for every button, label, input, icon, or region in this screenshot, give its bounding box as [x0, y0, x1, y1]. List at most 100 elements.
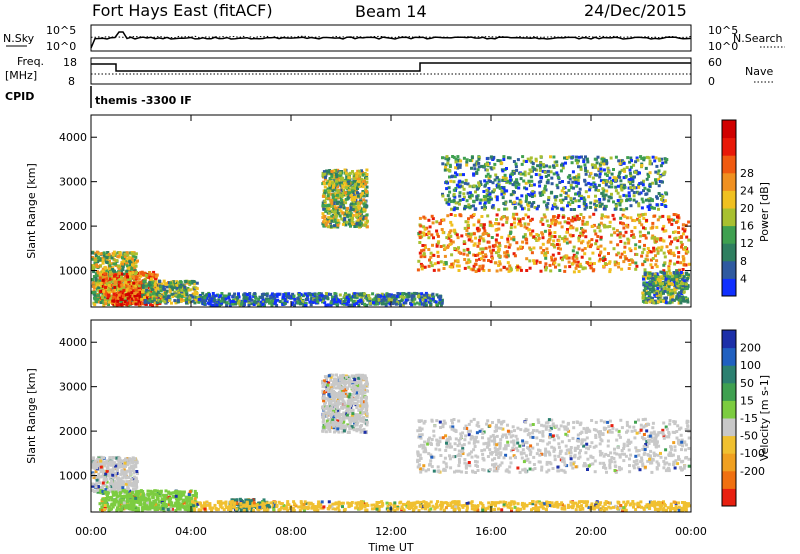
heatmap-cell	[347, 298, 351, 301]
heatmap-cell	[105, 256, 109, 260]
heatmap-cell	[687, 220, 691, 224]
heatmap-cell	[605, 174, 609, 177]
heatmap-cell	[578, 234, 581, 238]
heatmap-cell	[466, 191, 470, 195]
heatmap-cell	[522, 235, 526, 239]
heatmap-cell	[674, 236, 678, 240]
heatmap-cell	[101, 256, 105, 260]
heatmap-cell	[513, 217, 517, 221]
heatmap-cell	[489, 155, 493, 159]
heatmap-cell	[631, 184, 635, 188]
heatmap-cell	[168, 290, 172, 294]
heatmap-cell	[657, 207, 660, 211]
heatmap-cell	[685, 287, 689, 291]
heatmap-cell	[636, 158, 640, 162]
heatmap-cell	[649, 250, 653, 254]
heatmap-cell	[662, 229, 666, 233]
heatmap-cell	[469, 235, 473, 239]
heatmap-cell	[658, 278, 662, 282]
heatmap-cell	[417, 259, 421, 263]
heatmap-cell	[497, 184, 501, 188]
heatmap-cell	[352, 177, 356, 181]
heatmap-cell	[550, 221, 554, 225]
heatmap-cell	[631, 233, 635, 237]
heatmap-cell	[524, 181, 528, 185]
heatmap-cell	[231, 294, 235, 298]
heatmap-cell	[682, 297, 685, 301]
heatmap-cell	[484, 162, 488, 166]
heatmap-cell	[374, 295, 378, 299]
heatmap-cell	[503, 207, 507, 211]
heatmap-cell	[128, 299, 132, 303]
heatmap-cell	[96, 297, 100, 301]
heatmap-cell	[330, 215, 334, 219]
heatmap-cell	[223, 300, 227, 304]
heatmap-cell	[180, 297, 184, 301]
heatmap-cell	[313, 298, 317, 302]
heatmap-cell	[555, 220, 559, 224]
heatmap-cell	[351, 216, 355, 220]
heatmap-cell	[360, 207, 364, 211]
heatmap-cell	[561, 215, 565, 219]
heatmap-cell	[146, 293, 150, 297]
heatmap-cell	[570, 156, 574, 159]
heatmap-cell	[184, 280, 188, 284]
heatmap-cell	[142, 279, 146, 283]
heatmap-cell	[618, 162, 622, 166]
heatmap-cell	[116, 255, 120, 259]
heatmap-cell	[567, 188, 571, 192]
heatmap-cell	[601, 159, 605, 163]
heatmap-cell	[560, 207, 564, 211]
heatmap-cell	[598, 253, 601, 257]
heatmap-cell	[490, 205, 494, 209]
heatmap-cell	[233, 292, 237, 296]
heatmap-cell	[646, 286, 650, 290]
heatmap-cell	[92, 270, 96, 274]
heatmap-cell	[638, 171, 641, 175]
heatmap-cell	[681, 282, 685, 286]
heatmap-cell	[503, 178, 507, 182]
heatmap-cell	[623, 169, 627, 173]
heatmap-cell	[617, 262, 620, 265]
heatmap-cell	[623, 215, 627, 219]
heatmap-cell	[604, 183, 608, 187]
heatmap-cell	[550, 207, 554, 211]
heatmap-cell	[125, 264, 129, 268]
heatmap-cell	[594, 232, 598, 236]
heatmap-cell	[580, 255, 584, 259]
heatmap-cell	[627, 194, 631, 198]
heatmap-cell	[622, 176, 626, 180]
heatmap-cell	[355, 174, 359, 178]
heatmap-cell	[634, 160, 638, 164]
heatmap-cell	[539, 193, 543, 197]
heatmap-cell	[377, 297, 381, 301]
heatmap-cell	[337, 178, 341, 182]
heatmap-cell	[529, 219, 533, 223]
heatmap-cell	[670, 278, 674, 282]
heatmap-cell	[150, 288, 154, 291]
heatmap-cell	[445, 201, 449, 205]
heatmap-cell	[291, 303, 295, 306]
heatmap-cell	[583, 202, 587, 205]
heatmap-cell	[661, 161, 665, 165]
heatmap-cell	[422, 248, 426, 252]
heatmap-cell	[161, 293, 165, 297]
heatmap-cell	[335, 179, 338, 183]
heatmap-cell	[594, 194, 597, 198]
heatmap-cell	[334, 292, 338, 296]
heatmap-cell	[549, 269, 553, 273]
heatmap-cell	[424, 299, 428, 303]
heatmap-cell	[677, 301, 681, 305]
heatmap-cell	[512, 235, 516, 239]
heatmap-cell	[359, 300, 363, 304]
heatmap-cell	[646, 273, 649, 277]
heatmap-cell	[334, 183, 338, 187]
heatmap-cell	[131, 275, 135, 279]
heatmap-cell	[165, 289, 169, 293]
heatmap-cell	[349, 224, 352, 228]
heatmap-cell	[640, 197, 644, 201]
heatmap-cell	[368, 299, 372, 303]
heatmap-cell	[542, 213, 546, 217]
heatmap-cell	[574, 260, 578, 264]
heatmap-cell	[188, 283, 192, 287]
